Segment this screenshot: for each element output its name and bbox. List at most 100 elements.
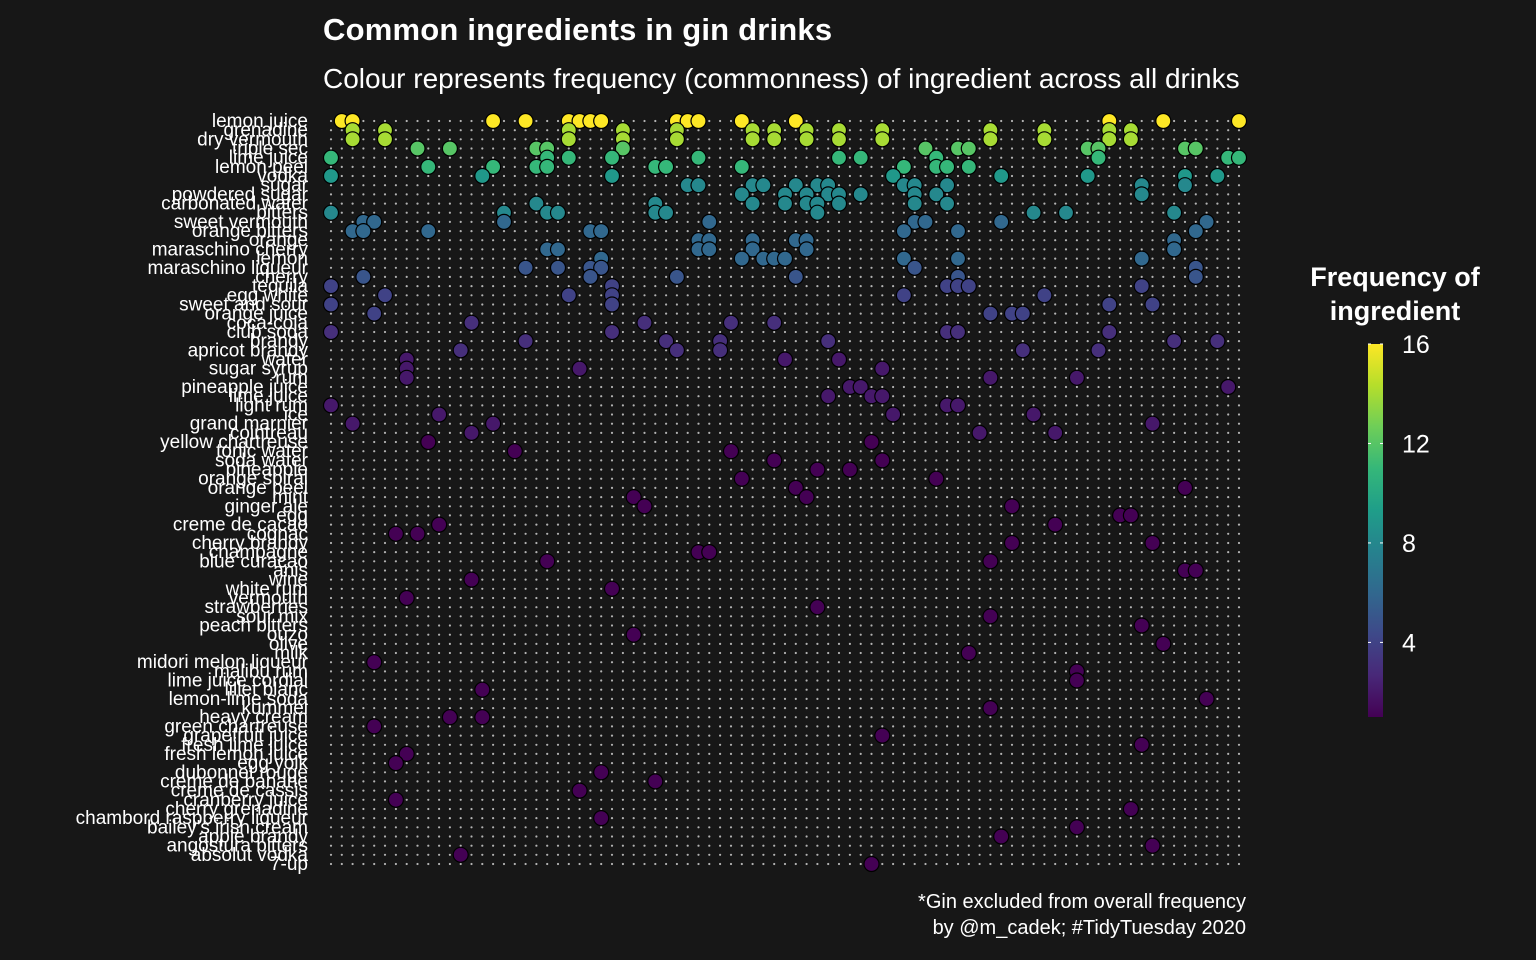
grid-dot	[848, 596, 852, 600]
grid-dot	[416, 220, 419, 223]
grid-dot	[1129, 174, 1132, 178]
grid-dot	[892, 349, 895, 352]
grid-dot	[848, 156, 852, 159]
grid-dot	[892, 459, 895, 462]
grid-dot	[589, 385, 592, 389]
grid-dot	[697, 129, 700, 132]
grid-dot	[708, 459, 711, 462]
grid-dot	[848, 532, 852, 535]
grid-dot	[827, 468, 830, 471]
grid-dot	[621, 541, 625, 545]
grid-dot	[1000, 514, 1003, 517]
grid-dot	[1021, 514, 1024, 517]
grid-dot	[729, 129, 733, 132]
grid-dot	[913, 551, 916, 554]
grid-dot	[946, 257, 949, 260]
grid-dot	[362, 395, 365, 398]
grid-dot	[1108, 285, 1111, 288]
grid-dot	[1043, 266, 1046, 269]
grid-dot	[1205, 367, 1208, 370]
grid-dot	[1032, 138, 1035, 141]
grid-dot	[1021, 624, 1024, 627]
grid-dot	[989, 119, 992, 123]
grid-dot	[513, 431, 516, 434]
grid-dot	[870, 340, 873, 343]
grid-dot	[848, 551, 852, 554]
grid-dot	[1021, 239, 1024, 242]
grid-dot	[610, 211, 614, 214]
grid-dot	[362, 569, 365, 572]
grid-dot	[394, 523, 397, 526]
grid-dot	[546, 119, 549, 123]
grid-dot	[837, 587, 841, 590]
grid-dot	[989, 156, 992, 159]
grid-dot	[1054, 642, 1057, 646]
grid-dot	[686, 596, 689, 600]
grid-dot	[524, 477, 527, 480]
grid-dot	[783, 147, 787, 150]
grid-dot	[805, 606, 808, 609]
grid-dot	[827, 266, 830, 269]
grid-dot	[524, 147, 527, 150]
grid-dot	[1054, 440, 1057, 444]
grid-dot	[383, 569, 387, 572]
grid-dot	[1173, 184, 1176, 187]
grid-dot	[816, 312, 819, 315]
grid-dot	[751, 551, 754, 554]
grid-dot	[1162, 312, 1165, 315]
grid-dot	[675, 385, 679, 389]
grid-dot	[556, 376, 560, 379]
grid-dot	[837, 303, 841, 306]
grid-dot	[578, 615, 581, 618]
grid-dot	[524, 560, 527, 563]
grid-dot	[654, 239, 657, 242]
grid-dot	[654, 651, 657, 655]
grid-dot	[859, 541, 862, 545]
grid-dot	[438, 505, 441, 508]
grid-dot	[881, 340, 884, 343]
grid-dot	[967, 413, 970, 416]
grid-dot	[935, 385, 938, 389]
grid-dot	[448, 358, 451, 361]
grid-dot	[837, 459, 841, 462]
grid-dot	[859, 230, 862, 233]
grid-dot	[1064, 165, 1068, 168]
grid-dot	[362, 450, 365, 453]
grid-dot	[697, 358, 700, 361]
grid-dot	[405, 129, 408, 132]
grid-dot	[686, 330, 689, 334]
grid-dot	[708, 505, 711, 508]
grid-dot	[405, 340, 408, 343]
grid-dot	[924, 514, 927, 517]
grid-dot	[459, 119, 462, 123]
grid-dot	[773, 395, 776, 398]
grid-dot	[438, 211, 441, 214]
grid-dot	[459, 248, 462, 251]
grid-dot	[405, 285, 408, 288]
grid-dot	[859, 266, 862, 269]
grid-dot	[697, 202, 700, 205]
grid-dot	[665, 266, 668, 269]
grid-dot	[1097, 450, 1100, 453]
grid-dot	[654, 496, 657, 499]
grid-dot	[675, 184, 679, 187]
grid-dot	[470, 376, 473, 379]
grid-dot	[373, 486, 376, 489]
grid-dot	[1108, 147, 1111, 150]
grid-dot	[773, 606, 776, 609]
grid-dot	[502, 440, 506, 444]
grid-dot	[546, 376, 549, 379]
grid-dot	[1183, 541, 1187, 545]
grid-dot	[535, 514, 538, 517]
grid-dot	[405, 651, 408, 655]
grid-dot	[675, 523, 679, 526]
grid-dot	[924, 358, 927, 361]
grid-dot	[989, 385, 992, 389]
grid-dot	[329, 294, 333, 297]
grid-dot	[1237, 202, 1241, 205]
grid-dot	[827, 560, 830, 563]
grid-dot	[1216, 376, 1219, 379]
grid-dot	[967, 385, 970, 389]
grid-dot	[1119, 211, 1122, 214]
grid-dot	[556, 486, 560, 489]
